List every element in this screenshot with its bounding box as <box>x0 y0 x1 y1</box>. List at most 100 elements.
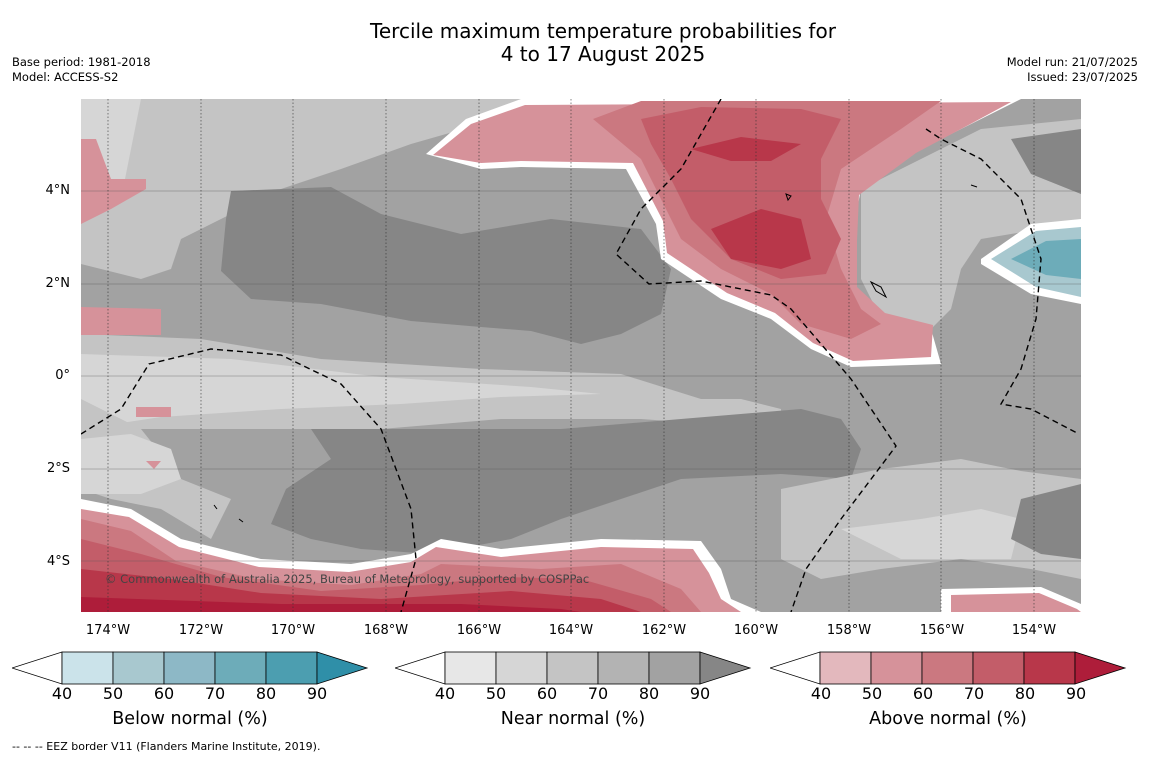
lon-label-170w: 170°W <box>270 623 316 638</box>
below-tick-70: 70 <box>204 684 226 703</box>
lon-label-158w: 158°W <box>826 623 872 638</box>
colorbar-above-normal <box>770 651 1127 685</box>
colorbar-above-normal-segments <box>770 651 1127 685</box>
above-segment-3 <box>921 651 974 685</box>
colorbar-below-normal <box>12 651 369 685</box>
above-segment-1 <box>819 651 872 685</box>
colorbar-below-title: Below normal (%) <box>112 709 268 729</box>
eez-borders <box>81 99 1080 612</box>
above-tick-50: 50 <box>861 684 883 703</box>
near-normal-90-south <box>271 409 861 554</box>
lon-label-174w: 174°W <box>85 623 131 638</box>
lat-label-0: 0° <box>55 368 70 383</box>
near-segment-2 <box>495 651 548 685</box>
lon-gridlines <box>107 99 1035 612</box>
near-segment-5 <box>648 651 701 685</box>
lon-label-172w: 172°W <box>178 623 224 638</box>
near-normal-40-patch <box>299 381 327 399</box>
below-tick-60: 60 <box>153 684 175 703</box>
above-segment-4 <box>972 651 1025 685</box>
meta-right: Model run: 21/07/2025 Issued: 23/07/2025 <box>1007 55 1138 85</box>
above-normal-west-4 <box>146 461 161 469</box>
near-segment-4 <box>597 651 650 685</box>
above-normal-west-3 <box>136 407 171 417</box>
lon-label-168w: 168°W <box>363 623 409 638</box>
above-normal-80-north-2 <box>691 137 801 161</box>
near-normal-40-southwest <box>81 434 181 494</box>
near-tick-80: 80 <box>638 684 660 703</box>
above-normal-south-east-fill <box>951 593 1081 612</box>
near-tick-50: 50 <box>485 684 507 703</box>
below-segment-2 <box>112 651 165 685</box>
above-normal-80-south <box>81 569 641 612</box>
base-period-label: Base period: 1981-2018 <box>12 55 151 69</box>
colorbar-below-normal-segments <box>12 651 369 685</box>
title-line-2: 4 to 17 August 2025 <box>500 42 706 66</box>
lon-label-156w: 156°W <box>919 623 965 638</box>
near-extend-high <box>699 651 752 685</box>
probability-map: © Commonwealth of Australia 2025, Bureau… <box>81 99 1081 612</box>
below-segment-1 <box>61 651 114 685</box>
model-label: Model: ACCESS-S2 <box>12 70 119 84</box>
colorbar-above-title: Above normal (%) <box>869 709 1027 729</box>
near-normal-90-north <box>221 187 671 344</box>
below-extend-low <box>12 651 63 685</box>
above-extend-high <box>1074 651 1127 685</box>
below-segment-3 <box>163 651 216 685</box>
above-tick-60: 60 <box>912 684 934 703</box>
near-tick-90: 90 <box>689 684 711 703</box>
lon-label-166w: 166°W <box>456 623 502 638</box>
above-extend-low <box>770 651 821 685</box>
lat-gridlines <box>81 190 1081 562</box>
near-normal-60-east <box>861 119 1081 329</box>
above-segment-2 <box>870 651 923 685</box>
colorbar-near-normal <box>395 651 752 685</box>
below-segment-4 <box>214 651 267 685</box>
below-extend-high <box>316 651 369 685</box>
below-tick-50: 50 <box>102 684 124 703</box>
above-tick-90: 90 <box>1065 684 1087 703</box>
near-segment-1 <box>444 651 497 685</box>
copyright-text: © Commonwealth of Australia 2025, Bureau… <box>105 572 589 586</box>
lon-label-162w: 162°W <box>641 623 687 638</box>
lat-label-4n: 4°N <box>45 183 71 198</box>
near-tick-40: 40 <box>434 684 456 703</box>
above-normal-80-north <box>711 209 811 269</box>
near-normal-40-southeast <box>841 509 1021 559</box>
below-tick-80: 80 <box>255 684 277 703</box>
above-normal-west-1 <box>81 139 146 224</box>
colorbar-near-normal-segments <box>395 651 752 685</box>
near-normal-40-equator <box>81 354 601 429</box>
near-normal-90-northeast <box>1011 129 1081 194</box>
issued-label: Issued: 23/07/2025 <box>1027 70 1138 84</box>
below-segment-5 <box>265 651 318 685</box>
above-tick-80: 80 <box>1014 684 1036 703</box>
below-tick-90: 90 <box>306 684 328 703</box>
above-normal-west-2 <box>81 307 161 335</box>
meta-left: Base period: 1981-2018 Model: ACCESS-S2 <box>12 55 151 85</box>
above-normal-90-south <box>81 597 581 612</box>
near-tick-70: 70 <box>587 684 609 703</box>
near-extend-low <box>395 651 446 685</box>
above-tick-40: 40 <box>810 684 832 703</box>
lat-label-4s: 4°S <box>46 554 70 569</box>
lon-label-154w: 154°W <box>1011 623 1057 638</box>
below-normal-70-east <box>1011 239 1081 279</box>
islands <box>213 184 978 523</box>
title-line-1: Tercile maximum temperature probabilitie… <box>370 19 836 43</box>
above-tick-70: 70 <box>963 684 985 703</box>
above-segment-5 <box>1023 651 1076 685</box>
lon-label-160w: 160°W <box>733 623 779 638</box>
near-tick-60: 60 <box>536 684 558 703</box>
near-normal-90-east <box>1011 484 1081 559</box>
lon-label-164w: 164°W <box>548 623 594 638</box>
colorbar-near-title: Near normal (%) <box>500 709 646 729</box>
lat-label-2s: 2°S <box>46 461 70 476</box>
eez-footnote: -- -- -- EEZ border V11 (Flanders Marine… <box>12 740 321 753</box>
map-title: Tercile maximum temperature probabilitie… <box>300 20 906 66</box>
below-tick-40: 40 <box>51 684 73 703</box>
near-segment-3 <box>546 651 599 685</box>
lat-label-2n: 2°N <box>45 276 71 291</box>
near-normal-60-nw <box>81 99 521 279</box>
model-run-label: Model run: 21/07/2025 <box>1006 55 1138 69</box>
